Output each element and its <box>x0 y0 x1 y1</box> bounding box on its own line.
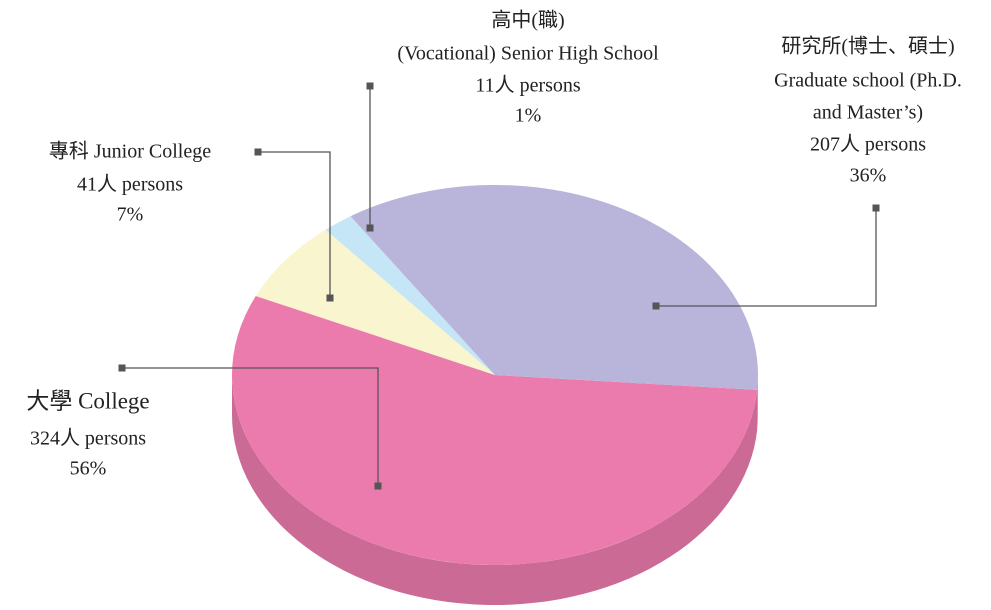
value-label: 41人 persons <box>77 173 183 196</box>
slice-name: Graduate school (Ph.D. <box>774 70 962 92</box>
slice <box>232 296 758 565</box>
leader-dot <box>326 294 334 302</box>
slice-name: 大學 College <box>26 388 149 413</box>
leader-dot <box>374 482 382 490</box>
leader-line <box>656 208 877 307</box>
leader-dot <box>366 82 374 90</box>
leader-dot <box>652 302 660 310</box>
slice-name: and Master’s) <box>813 102 923 124</box>
value-label: 11人 persons <box>475 74 581 97</box>
slice-side <box>757 375 758 430</box>
slice <box>350 185 758 390</box>
slice-name: 研究所(博士、碩士) <box>781 35 954 58</box>
leader-line <box>122 367 379 486</box>
percent-label: 56% <box>70 458 107 480</box>
leader-dot <box>366 224 374 232</box>
leader-dot <box>118 364 126 372</box>
leader-line <box>258 151 331 298</box>
value-label: 207人 persons <box>810 133 926 156</box>
percent-label: 7% <box>117 204 144 226</box>
slice-name: 專科 Junior College <box>49 140 211 163</box>
leader-dot <box>254 148 262 156</box>
slice-side <box>232 375 758 606</box>
slice-name: 高中(職) <box>491 9 564 32</box>
slice <box>325 216 495 375</box>
percent-label: 36% <box>850 165 887 187</box>
leader-dot <box>872 204 880 212</box>
slice-name: (Vocational) Senior High School <box>397 43 659 65</box>
slice <box>255 229 495 375</box>
percent-label: 1% <box>515 105 542 127</box>
value-label: 324人 persons <box>30 427 146 450</box>
